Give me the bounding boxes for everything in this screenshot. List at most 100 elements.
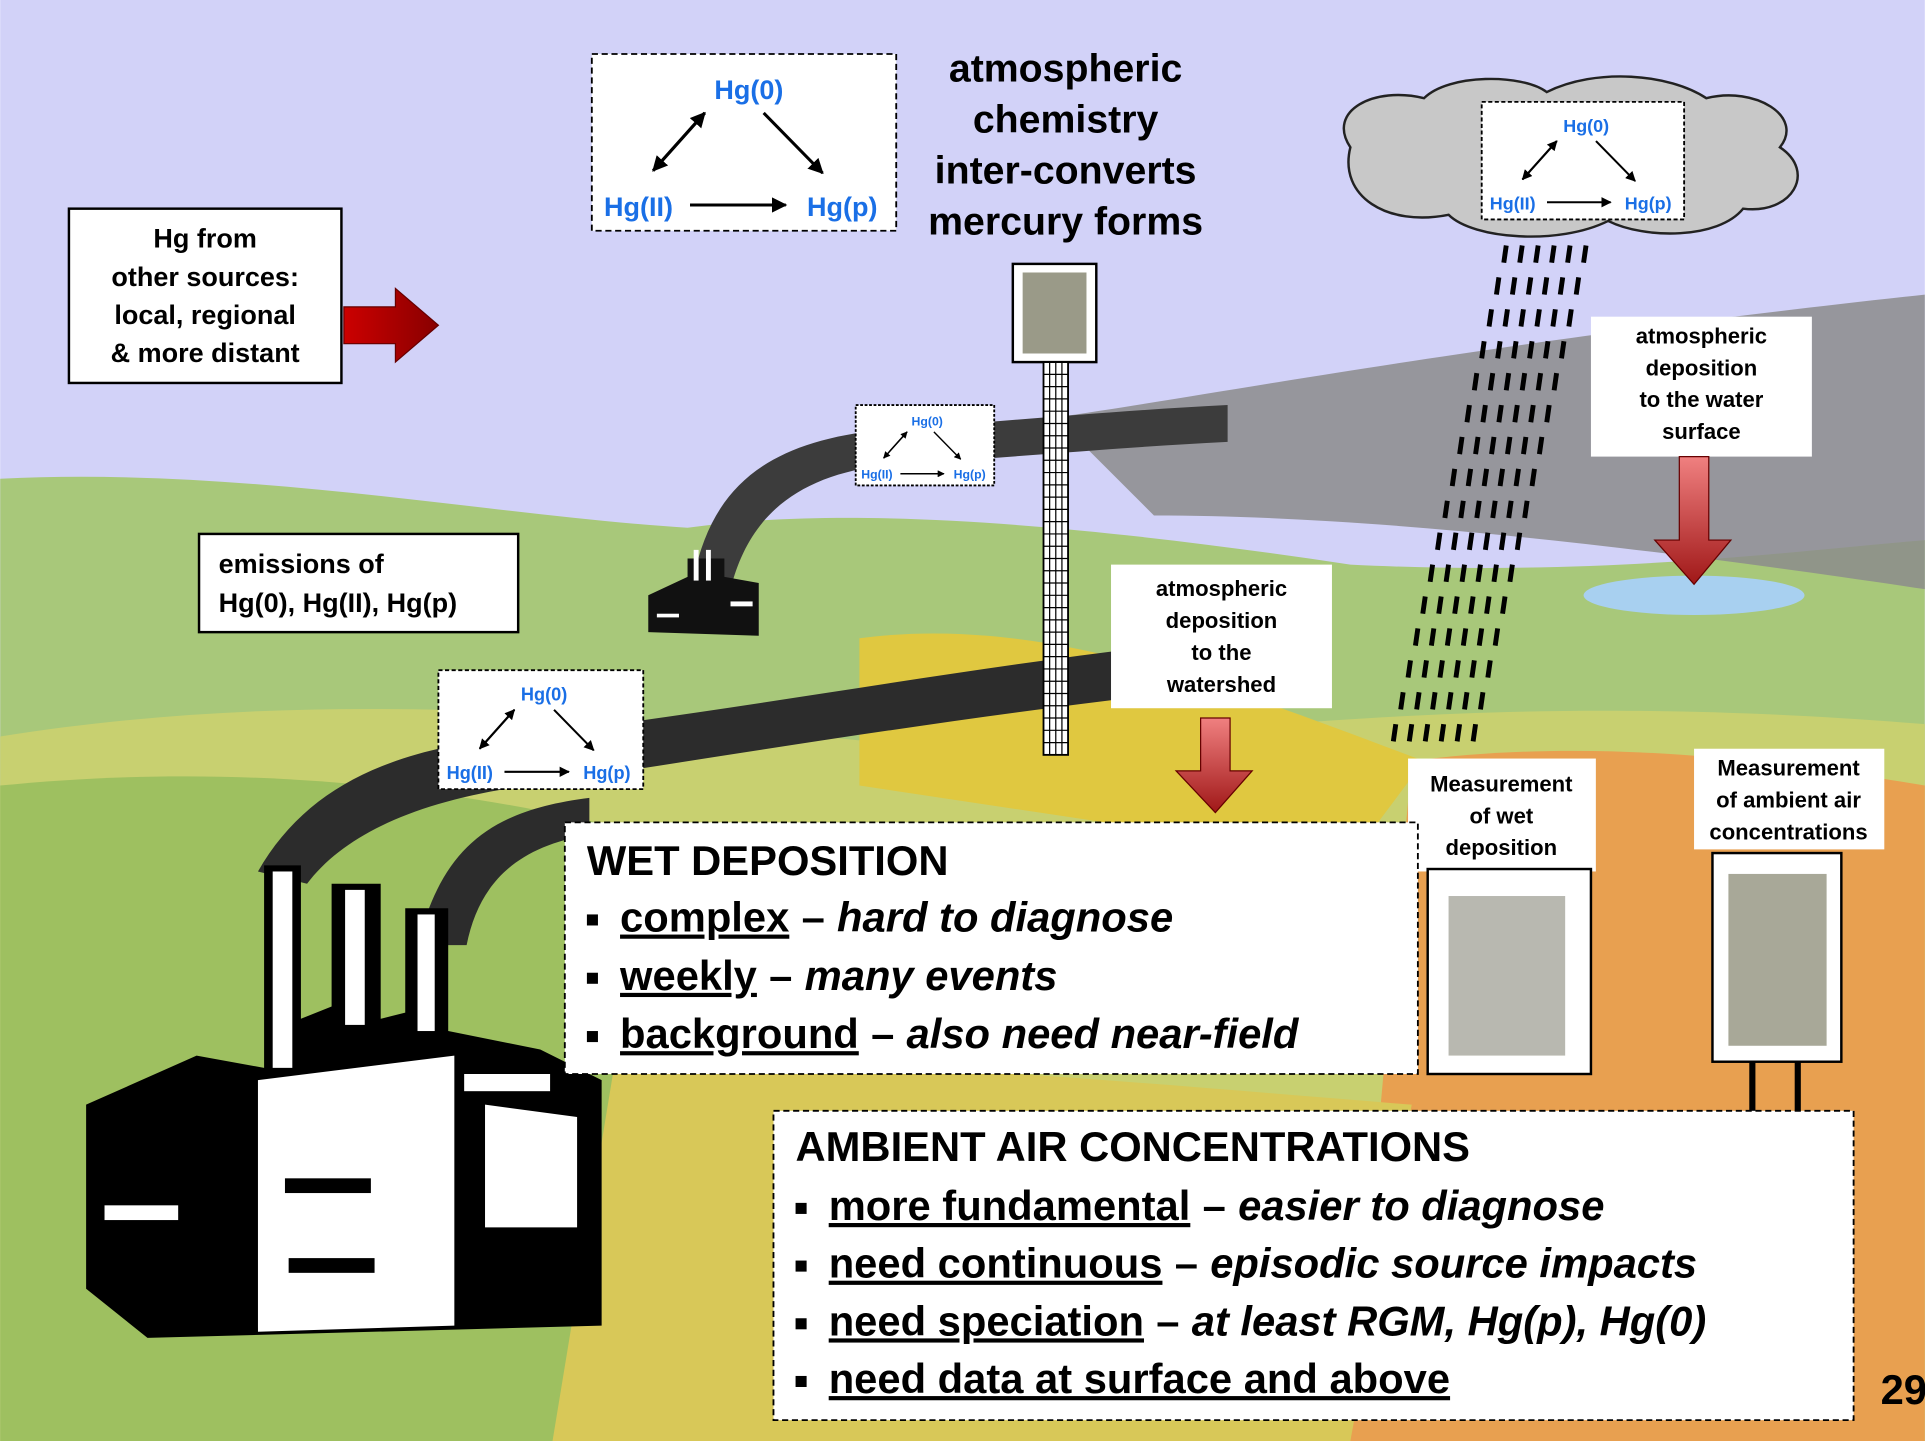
- emissions-label: emissions of: [219, 549, 385, 579]
- species-label: Hg(p): [807, 192, 877, 222]
- rain-dash: [1465, 692, 1467, 709]
- ambient-air-bullet: need continuous–episodic source impacts: [829, 1240, 1697, 1287]
- bullet-dash: –: [802, 894, 825, 941]
- rain-dash: [1449, 692, 1451, 709]
- rain-dash: [1569, 309, 1571, 326]
- rain-dash: [1463, 628, 1465, 645]
- species-label: Hg(II): [604, 192, 673, 222]
- species-label: Hg(0): [912, 415, 943, 429]
- bullet-term: need speciation: [829, 1297, 1144, 1344]
- rain-dash: [1498, 341, 1500, 358]
- rain-dash: [1431, 628, 1433, 645]
- bullet-note: easier to diagnose: [1238, 1182, 1604, 1229]
- bullet-term: more fundamental: [829, 1182, 1191, 1229]
- rain-dash: [1494, 565, 1496, 582]
- species-label: Hg(0): [1563, 116, 1609, 136]
- rain-dash: [1483, 405, 1485, 422]
- bullet-note: hard to diagnose: [837, 894, 1173, 941]
- diagram: 29 Hg(0)Hg(II)Hg(p)Hg(0)Hg(II)Hg(p)Hg(0)…: [0, 0, 1925, 1441]
- rain-dash: [1424, 660, 1426, 677]
- other-sources-label: other sources:: [111, 262, 299, 292]
- rain-dash: [1453, 533, 1455, 550]
- rain-dash: [1417, 692, 1419, 709]
- rain-dash: [1522, 373, 1524, 390]
- species-label: Hg(0): [521, 685, 567, 705]
- bullet: [796, 1203, 807, 1214]
- rain-dash: [1499, 405, 1501, 422]
- rain-dash: [1503, 597, 1505, 614]
- rain-dash: [1492, 437, 1494, 454]
- bullet-term: complex: [620, 894, 789, 941]
- rain-dash: [1531, 405, 1533, 422]
- rain-dash: [1520, 245, 1522, 262]
- rain-dash: [1425, 724, 1427, 741]
- rain-dash: [1523, 437, 1525, 454]
- rain-dash: [1514, 341, 1516, 358]
- triangle-plume: Hg(0)Hg(II)Hg(p): [856, 405, 995, 485]
- rain-dash: [1430, 565, 1432, 582]
- species-label: Hg(p): [1625, 193, 1672, 213]
- emissions-label: Hg(0), Hg(II), Hg(p): [219, 588, 457, 618]
- rain-dash: [1487, 597, 1489, 614]
- rain-dash: [1544, 277, 1546, 294]
- rain-dash: [1408, 660, 1410, 677]
- rain-dash: [1561, 341, 1563, 358]
- rain-dash: [1440, 660, 1442, 677]
- bullet-term: weekly: [619, 952, 757, 999]
- species-label: Hg(II): [447, 763, 493, 783]
- other-sources-label: local, regional: [114, 300, 296, 330]
- rain-dash: [1447, 628, 1449, 645]
- rain-dash: [1439, 597, 1441, 614]
- ambient-air-title: AMBIENT AIR CONCENTRATIONS: [796, 1123, 1470, 1170]
- wet-deposition-bullet: complex–hard to diagnose: [620, 894, 1173, 941]
- sampler-leg: [1749, 1062, 1755, 1117]
- bullet-dash: –: [1156, 1297, 1179, 1344]
- rain-dash: [1423, 597, 1425, 614]
- other-sources-label: & more distant: [111, 338, 300, 368]
- watershed-label: watershed: [1166, 672, 1276, 697]
- water-surface-label: to the water: [1639, 387, 1763, 412]
- sampler-leg: [1795, 1062, 1801, 1117]
- rain-dash: [1460, 437, 1462, 454]
- rain-dash: [1433, 692, 1435, 709]
- rain-dash: [1539, 437, 1541, 454]
- rain-dash: [1496, 277, 1498, 294]
- rain-dash: [1480, 692, 1482, 709]
- rain-dash: [1446, 565, 1448, 582]
- rain-dash: [1456, 660, 1458, 677]
- rain-dash: [1452, 469, 1454, 486]
- chemistry-label: mercury forms: [928, 199, 1203, 243]
- ambient-sampler-photo: [1728, 874, 1826, 1046]
- ambient-measurement-label: of ambient air: [1716, 787, 1861, 812]
- rain-dash: [1528, 277, 1530, 294]
- rain-dash: [1560, 277, 1562, 294]
- rain-dash: [1552, 245, 1554, 262]
- rain-dash: [1538, 373, 1540, 390]
- bullet: [796, 1376, 807, 1387]
- rain-dash: [1532, 469, 1534, 486]
- rain-dash: [1479, 628, 1481, 645]
- rain-dash: [1393, 724, 1395, 741]
- ambient-air-bullet: more fundamental–easier to diagnose: [829, 1182, 1605, 1229]
- wet-measurement-label: deposition: [1446, 835, 1558, 860]
- rain-dash: [1490, 373, 1492, 390]
- wet-deposition-bullet: background–also need near-field: [620, 1010, 1300, 1057]
- rain-dash: [1474, 373, 1476, 390]
- wet-measurement-label: Measurement: [1430, 771, 1573, 796]
- rain-dash: [1471, 597, 1473, 614]
- rain-dash: [1501, 533, 1503, 550]
- rain-dash: [1415, 628, 1417, 645]
- rain-dash: [1546, 341, 1548, 358]
- water-surface-label: deposition: [1646, 355, 1758, 380]
- bullet-dash: –: [769, 952, 792, 999]
- bullet: [796, 1318, 807, 1329]
- rain-dash: [1516, 469, 1518, 486]
- rain-dash: [1547, 405, 1549, 422]
- bullet-dash: –: [871, 1010, 894, 1057]
- rain-dash: [1482, 341, 1484, 358]
- bullet-note: episodic source impacts: [1210, 1240, 1697, 1287]
- bullet: [796, 1261, 807, 1272]
- chemistry-label: atmospheric: [949, 47, 1183, 91]
- rain-dash: [1455, 597, 1457, 614]
- wet-deposition-title: WET DEPOSITION: [587, 837, 949, 884]
